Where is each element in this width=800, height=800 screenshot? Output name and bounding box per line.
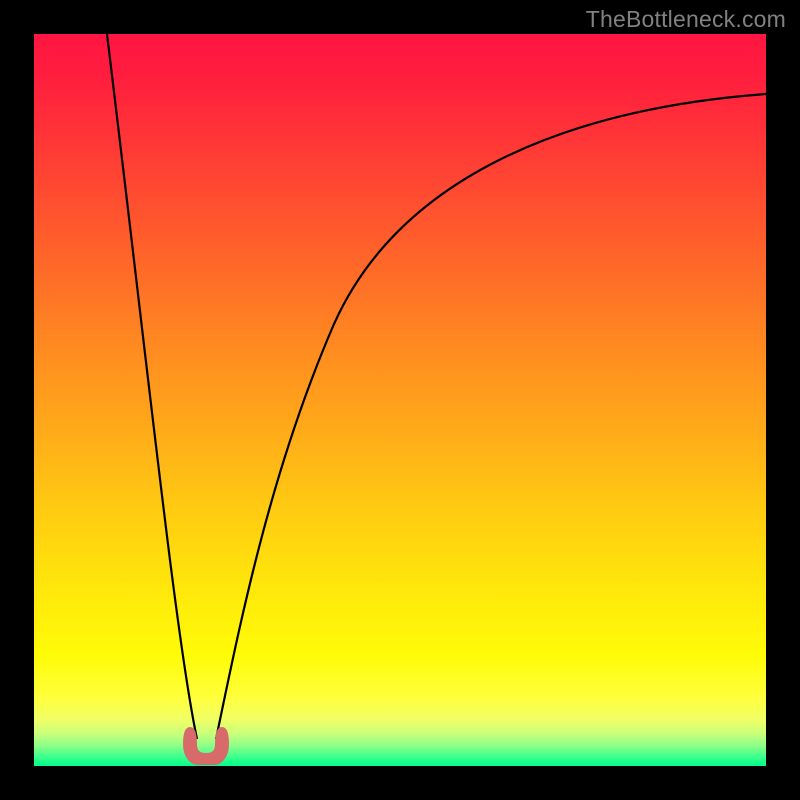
plot-background bbox=[34, 34, 766, 766]
chart-root: TheBottleneck.com bbox=[0, 0, 800, 800]
plot-area bbox=[34, 34, 766, 766]
watermark-text: TheBottleneck.com bbox=[586, 6, 786, 33]
plot-svg bbox=[34, 34, 766, 766]
